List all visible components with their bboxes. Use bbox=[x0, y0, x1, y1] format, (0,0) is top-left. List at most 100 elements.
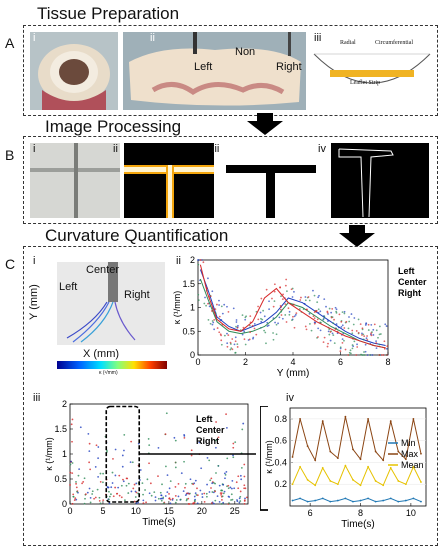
point-left bbox=[201, 259, 203, 261]
point-left bbox=[372, 328, 375, 331]
time-point bbox=[184, 482, 187, 485]
x-tick-label: 20 bbox=[197, 506, 207, 516]
time-point bbox=[114, 448, 117, 451]
time-point bbox=[182, 490, 185, 493]
time-point bbox=[228, 502, 230, 504]
time-point bbox=[177, 483, 180, 485]
time-point bbox=[174, 466, 177, 469]
section-a-title: Tissue Preparation bbox=[37, 4, 180, 23]
time-point bbox=[142, 493, 144, 496]
time-point bbox=[194, 492, 197, 495]
point-right bbox=[363, 335, 366, 338]
time-point bbox=[83, 502, 86, 505]
time-point bbox=[99, 502, 102, 505]
point-max bbox=[382, 459, 385, 462]
subpanel-c-ii: ii bbox=[176, 255, 181, 267]
point-left bbox=[375, 340, 377, 343]
point-left bbox=[341, 324, 344, 327]
point-center bbox=[339, 346, 342, 349]
point-right bbox=[282, 293, 284, 296]
point-left bbox=[266, 321, 269, 324]
point-center bbox=[343, 339, 345, 342]
time-point bbox=[215, 421, 217, 423]
time-point bbox=[220, 503, 223, 505]
time-point bbox=[216, 495, 219, 497]
point-min bbox=[321, 497, 324, 500]
time-point bbox=[120, 496, 123, 499]
point-right bbox=[343, 327, 346, 329]
time-point bbox=[89, 496, 92, 499]
leaflet-right-label-c: Right bbox=[124, 289, 150, 301]
subpanel-c-iii: iii bbox=[33, 392, 41, 404]
time-point bbox=[88, 487, 91, 490]
y-tick-label: 1.5 bbox=[54, 424, 67, 434]
point-right bbox=[361, 327, 364, 330]
time-point bbox=[74, 497, 77, 500]
legend-min: Min bbox=[401, 438, 416, 448]
time-point bbox=[71, 418, 74, 421]
point-right bbox=[366, 339, 369, 341]
point-center bbox=[351, 344, 354, 346]
point-right bbox=[285, 278, 288, 281]
point-right bbox=[213, 318, 216, 321]
point-right bbox=[273, 290, 276, 293]
time-point bbox=[231, 498, 234, 501]
time-point bbox=[75, 481, 77, 483]
point-center bbox=[352, 323, 355, 326]
time-point bbox=[239, 474, 242, 477]
time-point bbox=[69, 463, 72, 466]
time-point bbox=[235, 481, 238, 484]
time-point bbox=[132, 487, 135, 490]
point-left bbox=[260, 320, 263, 323]
time-point bbox=[94, 466, 97, 468]
time-point bbox=[230, 499, 232, 501]
point-right bbox=[357, 331, 360, 334]
time-point bbox=[122, 478, 124, 481]
y-axis-label: κ (¹/mm) bbox=[264, 440, 274, 474]
point-right bbox=[285, 321, 288, 323]
point-right bbox=[307, 296, 310, 298]
point-left bbox=[259, 311, 262, 314]
point-min bbox=[314, 499, 317, 502]
panel-a-letter: A bbox=[5, 35, 15, 51]
curvature-vs-time-chart: 0 5 10 15 20 25 0 0.5 1 1.5 2 Time(s) κ (¹/mm) LeftCe… bbox=[44, 400, 256, 528]
point-center bbox=[347, 327, 350, 330]
curvature-stats-chart: 6 8 10 0.2 0.4 0.6 0.8 Time(s) κ (¹/mm) MinMaxMea… bbox=[260, 406, 427, 530]
time-point bbox=[238, 497, 241, 500]
point-mean bbox=[291, 483, 294, 486]
time-point bbox=[124, 499, 126, 502]
point-left bbox=[385, 347, 388, 350]
point-right bbox=[209, 295, 212, 298]
time-point bbox=[162, 496, 165, 499]
time-point bbox=[78, 468, 81, 471]
x-tick-label: 6 bbox=[308, 508, 313, 518]
time-point bbox=[99, 480, 102, 483]
time-point bbox=[232, 456, 235, 459]
radial-label: Radial bbox=[340, 40, 356, 46]
point-left bbox=[288, 310, 291, 313]
point-right bbox=[207, 302, 209, 305]
time-point bbox=[159, 491, 162, 494]
time-point bbox=[73, 499, 76, 501]
time-point bbox=[86, 491, 89, 494]
point-left bbox=[263, 315, 266, 318]
point-center bbox=[343, 312, 346, 315]
time-point bbox=[214, 446, 217, 449]
time-point bbox=[154, 496, 157, 499]
point-center bbox=[310, 329, 313, 332]
legend-left: Left bbox=[398, 266, 415, 276]
time-point bbox=[110, 486, 113, 489]
time-point bbox=[227, 484, 230, 487]
legend-left: Left bbox=[196, 414, 213, 424]
time-point bbox=[210, 502, 213, 504]
time-point bbox=[134, 496, 137, 498]
point-center bbox=[353, 340, 356, 343]
point-right bbox=[265, 288, 268, 291]
point-right bbox=[227, 334, 230, 337]
legend-center: Center bbox=[196, 425, 225, 435]
point-mean bbox=[344, 464, 347, 467]
time-point bbox=[184, 494, 187, 497]
time-point bbox=[69, 484, 71, 486]
point-right bbox=[386, 345, 389, 348]
point-center bbox=[275, 333, 278, 336]
